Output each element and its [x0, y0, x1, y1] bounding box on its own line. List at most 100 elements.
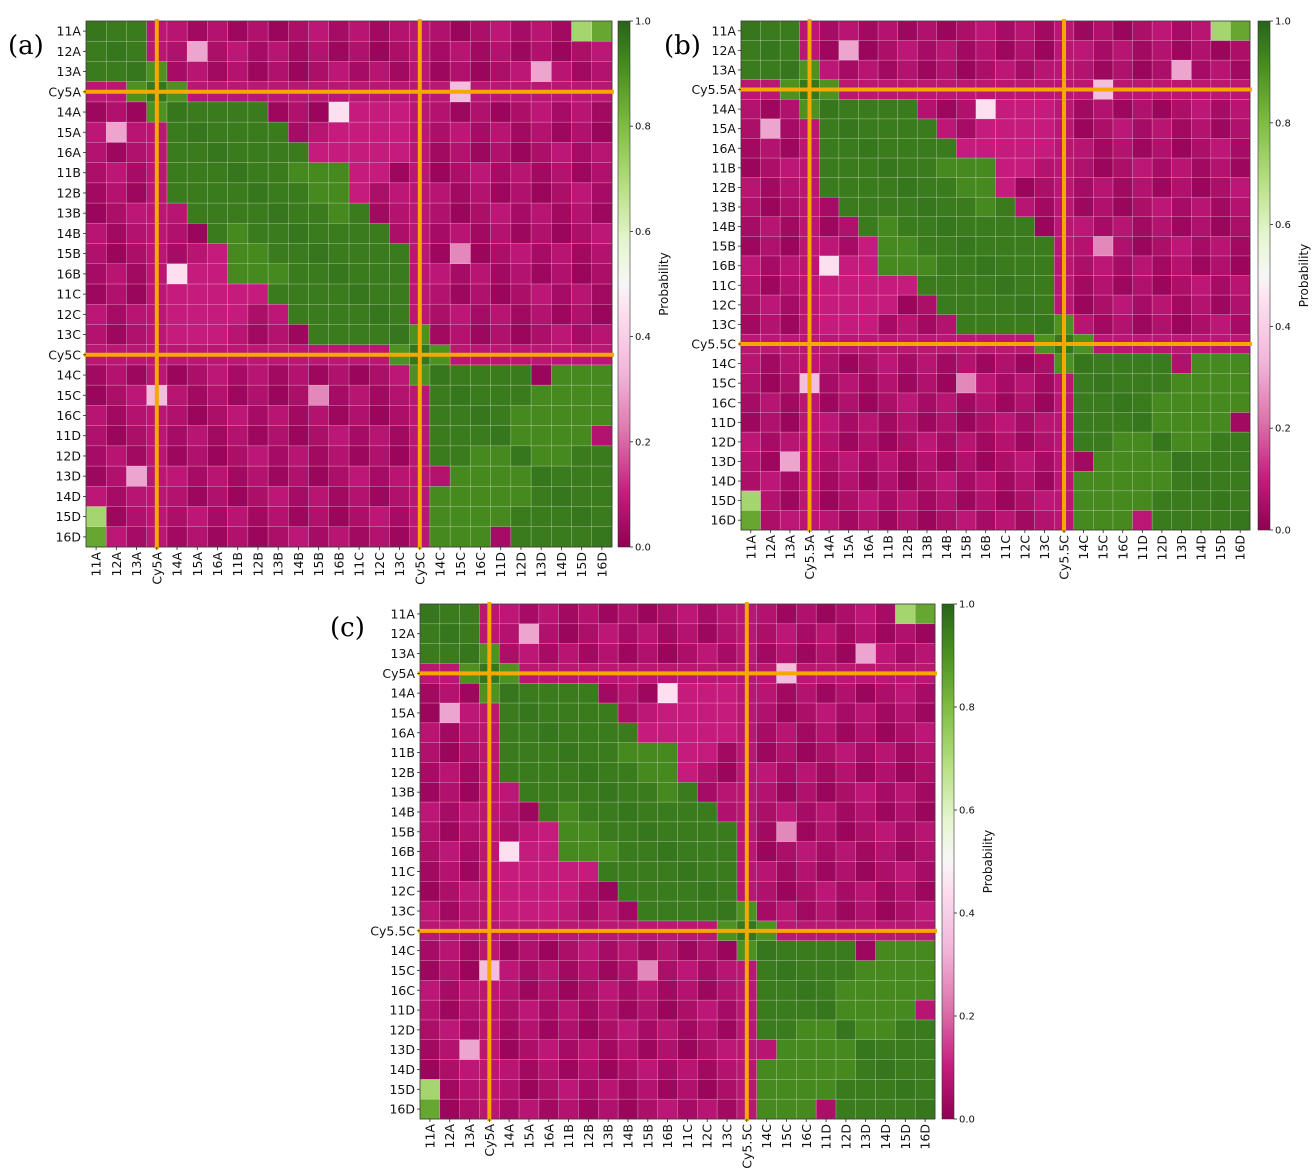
- heatmap-cell: [677, 604, 698, 625]
- heatmap-cell: [855, 1059, 876, 1080]
- heatmap-cell: [429, 304, 451, 325]
- heatmap-cell: [551, 41, 572, 62]
- heatmap-cell: [697, 1099, 718, 1120]
- heatmap-cell: [776, 623, 797, 644]
- heatmap-cell: [369, 41, 390, 62]
- heatmap-cell: [780, 21, 801, 41]
- y-tick-label: 14C: [390, 943, 415, 958]
- heatmap-cell: [875, 821, 896, 842]
- x-tick-label: 12B: [581, 1124, 596, 1148]
- heatmap-cell: [369, 445, 390, 467]
- heatmap-cell: [838, 275, 859, 296]
- heatmap-cell: [1132, 177, 1153, 198]
- heatmap-cell: [796, 960, 817, 981]
- heatmap-cell: [389, 364, 410, 386]
- heatmap-cell: [558, 762, 579, 783]
- heatmap-cell: [895, 683, 916, 704]
- heatmap-cell: [490, 405, 512, 426]
- heatmap-cell: [917, 451, 938, 472]
- heatmap-cell: [450, 284, 471, 305]
- heatmap-cell: [838, 432, 859, 452]
- heatmap-cell: [878, 21, 898, 41]
- heatmap-cell: [126, 425, 147, 447]
- x-tick-label: 15B: [959, 535, 974, 559]
- heatmap-cell: [1191, 255, 1212, 276]
- heatmap-cell: [956, 471, 977, 492]
- heatmap-cell: [956, 99, 977, 120]
- heatmap-cell: [760, 21, 781, 41]
- heatmap-cell: [106, 486, 127, 507]
- heatmap-cell: [855, 683, 876, 704]
- heatmap-cell: [538, 683, 559, 704]
- y-tick-label: 15D: [55, 509, 81, 524]
- heatmap-cell: [591, 223, 613, 244]
- heatmap-cell: [995, 21, 1016, 41]
- x-tick-label: 16C: [1115, 535, 1130, 560]
- heatmap-cell: [1034, 118, 1055, 139]
- colorbar-tick-label: 0.0: [1275, 526, 1291, 537]
- heatmap-cell: [598, 940, 619, 961]
- heatmap-cell: [1152, 118, 1172, 139]
- heatmap-cell: [878, 255, 898, 276]
- heatmap-cell: [308, 101, 330, 123]
- heatmap-cell: [895, 762, 916, 783]
- heatmap-cell: [86, 41, 107, 62]
- heatmap-cell: [819, 255, 840, 276]
- heatmap-cell: [349, 41, 370, 62]
- heatmap-cell: [510, 142, 532, 163]
- heatmap-cell: [878, 99, 898, 120]
- heatmap-cell: [558, 1059, 579, 1080]
- heatmap-cell: [1191, 451, 1212, 472]
- heatmap-cell: [470, 445, 491, 467]
- heatmap-cell: [268, 364, 289, 386]
- heatmap-cell: [1171, 471, 1192, 492]
- heatmap-cell: [470, 162, 491, 184]
- heatmap-cell: [756, 940, 777, 961]
- heatmap-cell: [1152, 158, 1172, 178]
- x-tick-label: 15A: [521, 1124, 536, 1149]
- heatmap-cell: [1112, 373, 1133, 394]
- heatmap-cell: [349, 466, 370, 487]
- heatmap-cell: [975, 490, 996, 511]
- heatmap-cell: [897, 255, 918, 276]
- heatmap-cell: [207, 284, 228, 305]
- heatmap-cell: [956, 158, 977, 178]
- heatmap-cell: [1171, 138, 1192, 159]
- heatmap-cell: [268, 182, 289, 204]
- heatmap-cell: [975, 177, 996, 198]
- heatmap-cell: [389, 324, 410, 345]
- heatmap-cell: [741, 138, 761, 159]
- heatmap-cell: [1132, 471, 1153, 492]
- heatmap-cell: [86, 101, 107, 123]
- heatmap-cell: [510, 324, 532, 345]
- heatmap-cell: [1152, 236, 1172, 257]
- heatmap-cell: [490, 101, 512, 123]
- heatmap-cell: [227, 203, 249, 224]
- heatmap-cell: [1073, 432, 1094, 452]
- heatmap-cell: [1210, 158, 1231, 178]
- heatmap-cell: [126, 324, 147, 345]
- heatmap-cell: [247, 223, 269, 244]
- heatmap-cell: [349, 425, 370, 447]
- heatmap-cell: [915, 1000, 936, 1021]
- heatmap-cell: [835, 604, 857, 625]
- heatmap-cell: [571, 425, 593, 447]
- x-tick-label: 16B: [660, 1124, 675, 1148]
- heatmap-cell: [459, 841, 480, 862]
- heatmap-cell: [126, 101, 147, 123]
- heatmap-cell: [756, 762, 777, 783]
- heatmap-cell: [166, 61, 188, 82]
- heatmap-cell: [878, 138, 898, 159]
- heatmap-cell: [86, 304, 107, 325]
- heatmap-cell: [835, 901, 857, 922]
- x-tick-label: 16A: [210, 552, 225, 577]
- heatmap-cell: [717, 1059, 738, 1080]
- heatmap-cell: [855, 980, 876, 1001]
- heatmap-cell: [247, 21, 269, 42]
- heatmap-cell: [858, 236, 879, 257]
- heatmap-cell: [838, 353, 859, 374]
- heatmap-cell: [578, 1059, 599, 1080]
- x-tick-label: 11B: [230, 552, 245, 576]
- heatmap-cell: [1034, 21, 1055, 41]
- heatmap-cell: [420, 762, 441, 783]
